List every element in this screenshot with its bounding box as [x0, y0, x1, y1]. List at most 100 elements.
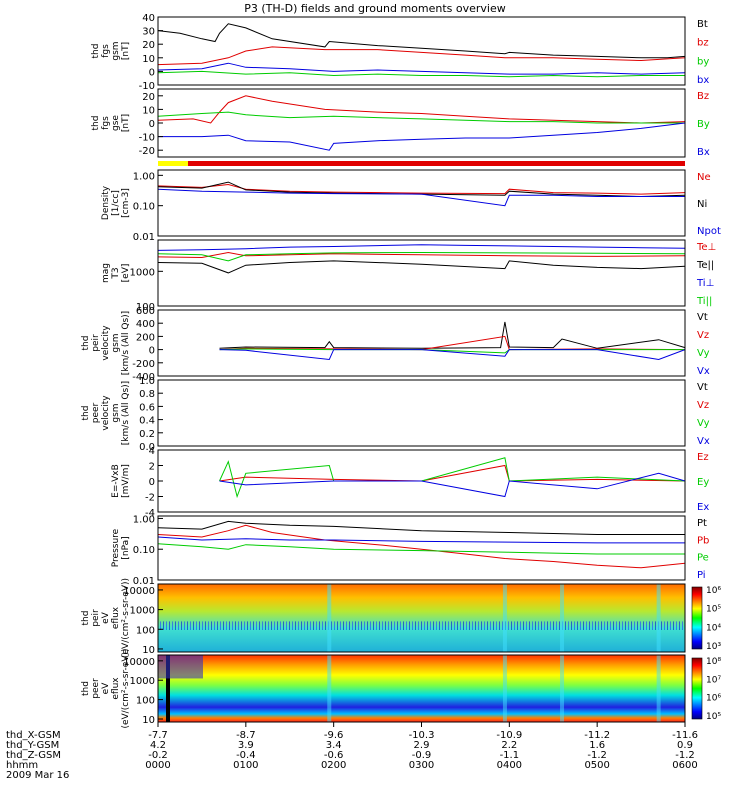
- xrow-value: 0500: [584, 760, 609, 771]
- panel-peer_velocity: 0.0 0.2 0.4 0.6 0.8 1.0 thd peer velocity gsm [km/…: [81, 376, 710, 453]
- peir_velocity-ylabel: thd: [81, 336, 91, 351]
- peir_velocity-ytick-label: 0: [149, 346, 155, 357]
- xrow-value: -1.1: [500, 750, 520, 761]
- peer_spec-heatmap: [158, 655, 685, 722]
- peer_spec-colorbar-label: 10⁵: [706, 712, 721, 722]
- peir_spec-frame: [157, 583, 686, 653]
- pressure-series-Pb: [157, 524, 686, 569]
- peir_velocity-ylabel: peir: [91, 334, 101, 352]
- xrow-value: 0.9: [677, 740, 693, 751]
- efield-series-Ez: [219, 464, 686, 482]
- peir_spec-ylabel: (eV/(cm²-s-sr-eV)): [121, 578, 131, 658]
- xrow-value: 3.4: [326, 740, 342, 751]
- pressure-frame: [157, 515, 686, 581]
- peer_velocity-ytick-label: 0.6: [139, 402, 155, 413]
- peir_spec-colorbar: 10³ 10⁴ 10⁵ 10⁶: [691, 586, 721, 652]
- peer_velocity-ylabel: peer: [91, 402, 101, 423]
- fgs_gsm-legend-0: Bt: [697, 19, 708, 30]
- peir_velocity-ytick-label: 200: [136, 332, 155, 343]
- peer_spec-gap-stripe: [166, 655, 170, 722]
- xrow-value: 0200: [321, 760, 346, 771]
- efield-legend-1: Ey: [697, 477, 709, 488]
- xrow-value: -0.4: [236, 750, 256, 761]
- density-ytick-label: 0.10: [133, 202, 155, 213]
- temperature-legend-2: Ti⊥: [696, 278, 714, 289]
- xrow-value: -1.2: [675, 750, 695, 761]
- peer_spec-ytick-label: 10: [142, 715, 155, 726]
- temperature-ytick-label: 1000: [130, 267, 155, 278]
- density-plot-area: [158, 170, 685, 236]
- peir_velocity-ylabel: [km/s (All Qs)]: [121, 311, 131, 375]
- status-bar-red: [188, 161, 685, 166]
- peir_spec-ylabel: peir: [91, 609, 101, 627]
- temperature-plot-area: [158, 240, 685, 306]
- peir_spec-colorbar-label: 10³: [706, 642, 721, 652]
- fgs_gsm-legend-2: by: [697, 56, 709, 67]
- peer_spec-ylabel: thd: [81, 681, 91, 696]
- peer_spec-ylabel: eflux: [111, 677, 121, 700]
- fgs_gse-series-Bz: [157, 95, 686, 124]
- xrow-value: -1.2: [587, 750, 607, 761]
- panel-fgs_gse: -20 -10 0 10 20 thd fgs gse [nT] Bz By Bx: [91, 88, 710, 158]
- fgs_gsm-ytick-label: 40: [142, 13, 155, 24]
- peir_spec-event-stripe: [656, 584, 661, 652]
- figure-title: P3 (TH-D) fields and ground moments over…: [244, 2, 506, 15]
- xrow-value: -0.9: [412, 750, 432, 761]
- peir_velocity-legend-3: Vx: [697, 366, 710, 377]
- density-legend-2: Npot: [697, 226, 721, 237]
- density-series-Ne: [157, 183, 686, 195]
- peir_velocity-ylabel: velocity: [101, 325, 111, 361]
- peir_spec-ytick-label: 10: [142, 645, 155, 656]
- temperature-legend-3: Ti||: [696, 296, 712, 307]
- xrow-value: 0000: [145, 760, 170, 771]
- peer_spec-event-stripe: [656, 655, 661, 722]
- peer_spec-event-stripe: [327, 655, 332, 722]
- status-bar-yellow: [158, 161, 188, 166]
- efield-ytick-label: 2: [149, 462, 155, 473]
- xrow-value: 2.2: [501, 740, 517, 751]
- peer_velocity-legend-3: Vx: [697, 436, 710, 447]
- fgs_gsm-ylabel: [nT]: [121, 42, 131, 60]
- peir_velocity-series-Vx: [219, 349, 686, 361]
- xrow-label: thd_X-GSM: [6, 730, 61, 741]
- peer_velocity-ytick-label: 1.0: [139, 376, 155, 387]
- peer_spec-ytick-label: 10000: [123, 657, 155, 668]
- fgs_gsm-ytick-label: 20: [142, 40, 155, 51]
- fgs_gse-ylabel: gse: [111, 115, 121, 131]
- pressure-series-Pt: [157, 520, 685, 535]
- temperature-ylabel: mag: [101, 263, 111, 283]
- fgs_gsm-ytick-label: 0: [149, 67, 155, 78]
- temperature-frame: [157, 239, 686, 307]
- peer_spec-ytick-label: 100: [136, 696, 155, 707]
- fgs_gse-series-By: [157, 111, 685, 124]
- pressure-series-Pe: [157, 543, 685, 555]
- peir_velocity-ytick-label: 600: [136, 306, 155, 317]
- peer_velocity-ytick-label: 0.0: [139, 442, 155, 453]
- date-label: 2009 Mar 16: [6, 770, 69, 781]
- xrow-label: thd_Z-GSM: [6, 750, 61, 761]
- peer_spec-event-stripe: [560, 655, 565, 722]
- peer_spec-ylabel: eV: [101, 682, 111, 695]
- temperature-ytick-label: 100: [136, 302, 155, 313]
- density-ylabel: [1/cc]: [111, 190, 121, 216]
- xrow-value: 0600: [672, 760, 697, 771]
- density-series-Npot: [157, 188, 685, 207]
- xrow-value: -11.6: [672, 730, 698, 741]
- efield-legend-0: Ez: [697, 452, 709, 463]
- panel-peir_spec: 10³ 10⁴ 10⁵ 10⁶ 10 100 1000 10000 thd peir eV eflux…: [81, 578, 721, 658]
- peer_spec-ylabel: (eV/(cm²-s-sr-eV)): [121, 648, 131, 728]
- temperature-series-Te⊥: [157, 251, 686, 259]
- peir_spec-colorbar-label: 10⁴: [706, 623, 721, 633]
- pressure-legend-0: Pt: [697, 518, 707, 529]
- peer_spec-colorbar-label: 10⁷: [706, 675, 721, 685]
- fgs_gsm-series-by: [157, 70, 685, 78]
- xrow-value: -11.2: [584, 730, 610, 741]
- xrow-value: 3.9: [238, 740, 254, 751]
- fgs_gsm-series-bx: [157, 62, 686, 75]
- peer_velocity-ylabel: thd: [81, 406, 91, 421]
- peir_velocity-legend-1: Vz: [697, 330, 709, 341]
- fgs_gse-ylabel: thd: [91, 116, 101, 131]
- efield-ytick-label: -2: [145, 493, 155, 504]
- xrow-value: -10.9: [496, 730, 522, 741]
